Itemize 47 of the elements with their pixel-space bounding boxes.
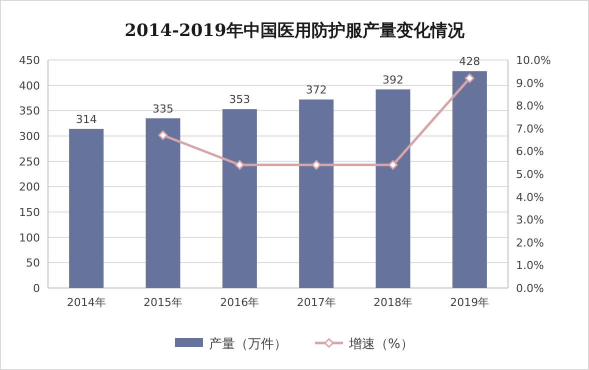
y-tick-label: 350 — [19, 104, 40, 118]
bar — [69, 128, 104, 288]
y2-tick-label: 6.0% — [516, 145, 544, 158]
data-label: 392 — [382, 73, 404, 86]
y2-tick-label: 4.0% — [516, 190, 544, 204]
y-tick-label: 150 — [19, 206, 40, 219]
y2-tick-label: 1.0% — [516, 259, 544, 272]
y2-tick-label: 9.0% — [516, 76, 544, 90]
point — [464, 73, 474, 83]
y-tick-label: 200 — [19, 180, 40, 194]
bar — [222, 109, 257, 288]
data-label: 314 — [76, 112, 97, 126]
data-label: 353 — [229, 93, 250, 106]
x-tick-label: 2019年 — [450, 296, 490, 309]
point — [312, 160, 322, 170]
point — [388, 160, 398, 170]
x-tick-label: 2017年 — [296, 296, 336, 309]
y-tick-label: 50 — [26, 256, 40, 270]
legend-label: 产量（万件） — [209, 337, 287, 352]
y-tick-label: 450 — [19, 54, 40, 67]
chart-title: 2014-2019年中国医用防护服产量变化情况 — [124, 21, 466, 41]
y2-tick-label: 10.0% — [516, 54, 551, 67]
y2-tick-label: 5.0% — [516, 168, 544, 181]
y2-tick-label: 8.0% — [516, 100, 544, 113]
bar — [146, 118, 180, 288]
bar — [299, 100, 334, 288]
bar — [376, 89, 410, 288]
x-tick-label: 2014年 — [66, 296, 106, 309]
y-tick-label: 300 — [19, 130, 40, 143]
y2-tick-label: 2.0% — [516, 236, 544, 250]
x-tick-label: 2018年 — [374, 296, 412, 309]
data-label: 335 — [152, 102, 174, 116]
y2-tick-label: 7.0% — [516, 122, 544, 136]
x-tick-label: 2015年 — [144, 296, 182, 309]
point — [158, 130, 168, 140]
legend-label: 增速（%） — [348, 337, 414, 352]
y2-tick-label: 3.0% — [516, 214, 544, 227]
data-label: 372 — [306, 84, 327, 97]
data-label: 428 — [459, 55, 480, 68]
y-tick-label: 250 — [19, 155, 40, 168]
point — [234, 160, 244, 170]
x-tick-label: 2016年 — [220, 296, 260, 309]
y-tick-label: 0 — [33, 282, 40, 295]
bar — [452, 71, 487, 288]
y-tick-label: 100 — [19, 231, 40, 244]
y2-tick-label: 0.0% — [516, 282, 544, 295]
y-tick-label: 400 — [19, 79, 40, 92]
